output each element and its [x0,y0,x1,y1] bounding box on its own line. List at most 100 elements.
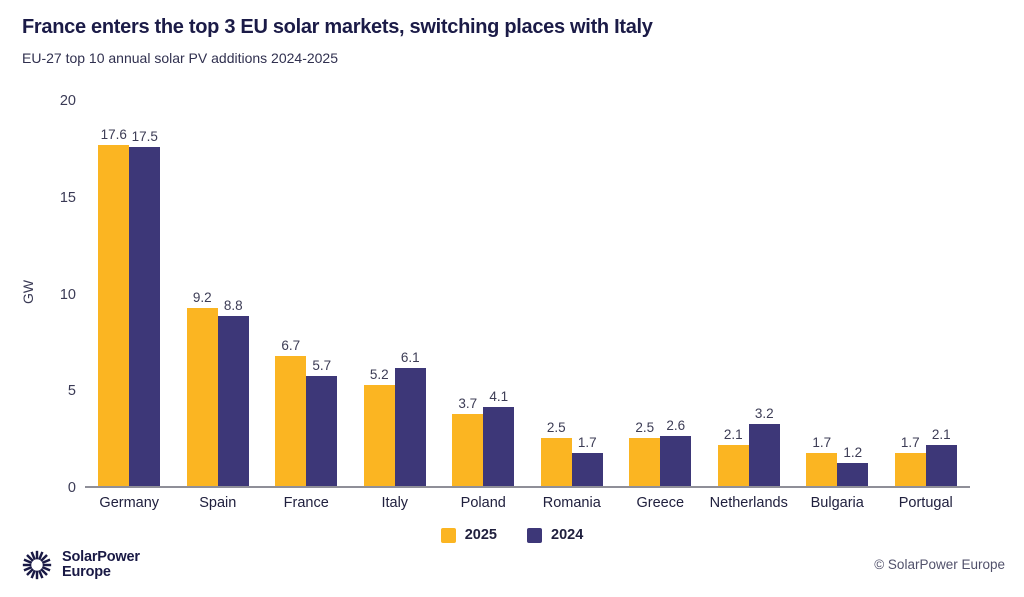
bar-value-label: 5.7 [312,357,332,373]
bar-column: 17.5 [129,129,161,486]
bar-column: 1.7 [571,435,603,486]
y-axis-ticks: 0 5 10 15 20 [0,93,76,496]
logo-wordmark: SolarPower Europe [62,550,140,580]
bar-column: 1.2 [837,444,869,486]
bar-2025 [894,453,926,486]
x-axis-label: Italy [381,495,409,511]
bar-group: 2.1 3.2 [705,101,794,486]
bar-group: 3.7 4.1 [439,101,528,486]
bar-2025 [540,437,572,486]
bar-2024 [483,406,515,486]
bar-value-label: 3.7 [458,396,478,412]
chart-legend: 2025 2024 [0,527,1024,543]
bar-column: 2.6 [660,417,692,486]
bar-2024 [748,424,780,486]
bar-2025 [452,414,484,486]
legend-item-2025: 2025 [440,527,497,543]
legend-label: 2025 [464,527,497,543]
bar-column: 6.1 [394,350,426,486]
legend-item-2024: 2024 [527,527,583,543]
page-title: France enters the top 3 EU solar markets… [22,16,653,38]
bar-column: 3.7 [452,396,484,486]
bar-column: 2.5 [629,419,661,486]
y-tick-label: 10 [59,286,76,303]
y-tick-label: 5 [67,383,76,400]
bar-2024 [660,435,692,486]
x-axis-labels: Germany Spain France Italy Poland Romania Gree… [85,495,970,511]
bar-2024 [394,367,426,486]
x-axis-label: Bulgaria [810,495,864,511]
bar-column: 3.2 [748,406,780,486]
bar-group: 1.7 2.1 [882,101,971,486]
bar-value-label: 3.2 [754,406,774,422]
bar-column: 4.1 [483,388,515,486]
bar-value-label: 17.5 [131,129,158,145]
bar-2025 [629,437,661,486]
sunburst-icon [22,550,52,580]
bar-column: 1.7 [806,435,838,486]
bar-column: 17.6 [98,127,130,486]
bar-group: 5.2 6.1 [351,101,440,486]
legend-label: 2024 [551,527,584,543]
bar-value-label: 1.7 [577,435,597,451]
plot-area: 17.6 17.5 9.2 8.8 6.7 5.7 5.2 6.1 3.7 4.1 2.5 1.7 2.… [85,101,970,488]
bar-value-label: 5.2 [369,367,389,383]
bar-value-label: 17.6 [100,127,127,143]
bar-column: 1.7 [894,435,926,486]
x-axis-label: Netherlands [709,495,788,511]
x-axis-label: Poland [460,495,506,511]
x-axis-label: Greece [636,495,685,511]
bar-group: 6.7 5.7 [262,101,351,486]
bar-value-label: 2.5 [546,419,566,435]
bar-column: 8.8 [217,297,249,486]
x-axis-label: Germany [99,495,160,511]
x-axis-label: France [283,495,329,511]
x-axis-label: Portugal [898,495,953,511]
bar-value-label: 8.8 [223,297,243,313]
bar-column: 2.1 [717,427,749,486]
bar-2025 [275,356,307,486]
bar-value-label: 2.5 [635,419,655,435]
bar-group: 2.5 1.7 [528,101,617,486]
bar-groups: 17.6 17.5 9.2 8.8 6.7 5.7 5.2 6.1 3.7 4.1 2.5 1.7 2.… [85,101,970,486]
y-tick-label: 0 [67,480,76,496]
bar-value-label: 2.1 [723,427,743,443]
page-subtitle: EU-27 top 10 annual solar PV additions 2… [22,50,338,66]
bar-column: 6.7 [275,338,307,486]
bar-value-label: 1.7 [900,435,920,451]
bar-value-label: 1.2 [843,444,863,460]
bar-column: 5.2 [363,367,395,486]
bar-2025 [806,453,838,486]
bar-2025 [717,445,749,486]
bar-2024 [837,462,869,486]
y-tick-label: 20 [59,93,76,109]
bar-group: 2.5 2.6 [616,101,705,486]
copyright-text: © SolarPower Europe [874,557,1005,572]
bar-column: 5.7 [306,357,338,486]
bar-value-label: 9.2 [192,289,212,305]
bar-value-label: 1.7 [812,435,832,451]
bar-2025 [363,385,395,486]
bar-value-label: 2.6 [666,417,686,433]
bar-2025 [98,145,130,486]
bar-column: 9.2 [186,289,218,486]
bar-group: 17.6 17.5 [85,101,174,486]
x-axis-label: Romania [542,495,601,511]
bar-column: 2.5 [540,419,572,486]
bar-group: 1.7 1.2 [793,101,882,486]
y-tick-label: 15 [59,189,76,206]
bar-value-label: 4.1 [489,388,509,404]
bar-2024 [571,453,603,486]
bar-2025 [186,307,218,486]
logo-line2: Europe [62,564,111,580]
bar-column: 2.1 [925,427,957,486]
legend-swatch [440,527,456,543]
logo-line1: SolarPower [62,549,140,565]
bar-group: 9.2 8.8 [174,101,263,486]
bar-value-label: 6.7 [281,338,301,354]
legend-swatch [527,527,542,543]
bar-2024 [925,445,957,486]
bar-2024 [217,315,249,486]
bar-2024 [129,147,161,486]
